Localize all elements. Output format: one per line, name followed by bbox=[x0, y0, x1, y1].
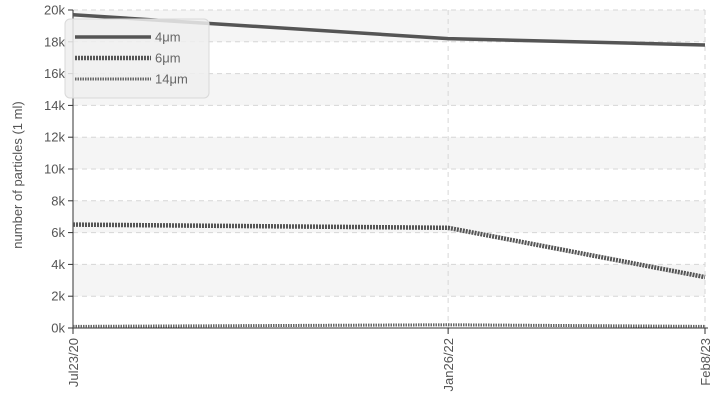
y-tick-label: 18k bbox=[44, 34, 65, 49]
y-tick-label: 2k bbox=[51, 289, 65, 304]
legend-label-0: 4μm bbox=[155, 30, 181, 45]
y-tick-label: 10k bbox=[44, 162, 65, 177]
background-band bbox=[73, 264, 705, 297]
y-tick-label: 20k bbox=[44, 3, 65, 18]
x-tick-label: Jan26/22 bbox=[441, 338, 456, 392]
x-tick-label: Feb8/23 bbox=[698, 338, 713, 386]
background-band bbox=[73, 137, 705, 169]
legend-label-2: 14μm bbox=[155, 72, 188, 87]
legend-label-1: 6μm bbox=[155, 51, 181, 66]
y-tick-label: 12k bbox=[44, 130, 65, 145]
y-axis-ticks: 0k 2k 4k 6k 8k 10k 12k 14k 16k 18k 20k bbox=[44, 3, 73, 336]
series-line-1 bbox=[72, 222, 706, 280]
y-tick-label: 4k bbox=[51, 257, 65, 272]
y-tick-label: 14k bbox=[44, 98, 65, 113]
x-axis-ticks: Jul23/20 Jan26/22 Feb8/23 bbox=[66, 328, 713, 392]
y-tick-label: 0k bbox=[51, 321, 65, 336]
y-axis-title: number of particles (1 ml) bbox=[10, 101, 25, 248]
legend[interactable]: 4μm 6μm 14μm bbox=[64, 18, 210, 99]
y-tick-label: 6k bbox=[51, 225, 65, 240]
y-tick-label: 16k bbox=[44, 66, 65, 81]
series-line-2 bbox=[72, 323, 706, 328]
y-tick-label: 8k bbox=[51, 193, 65, 208]
x-tick-label: Jul23/20 bbox=[66, 338, 81, 387]
